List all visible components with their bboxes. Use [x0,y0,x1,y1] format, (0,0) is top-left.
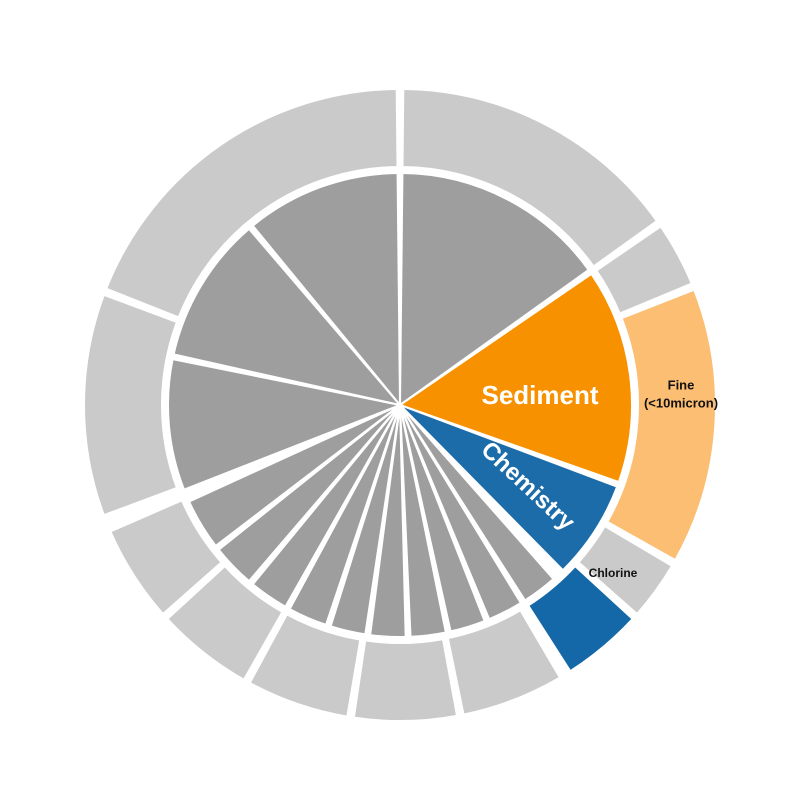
inner-segment[interactable] [288,404,401,627]
inner-segment[interactable] [167,357,404,491]
inner-segment[interactable] [217,404,401,583]
outer-segment[interactable] [248,613,362,718]
outer-chlorine[interactable] [526,564,635,673]
inner-segment[interactable] [398,172,591,407]
inner-segment[interactable] [399,404,555,602]
inner-segment[interactable] [368,404,407,638]
inner-segment[interactable] [251,172,402,408]
inner-chemistry[interactable] [399,404,619,572]
sediment-label: Sediment [481,380,598,410]
inner-segment[interactable] [187,404,401,548]
outer-segment[interactable] [104,88,399,319]
outer-segment[interactable] [352,637,459,722]
inner-segment[interactable] [329,404,401,636]
inner-segment[interactable] [399,404,448,638]
outer-segment[interactable] [165,564,284,682]
inner-segment[interactable] [399,404,523,621]
inner-sediment[interactable] [397,272,633,484]
outer-segment[interactable] [594,225,694,315]
outer-segment[interactable] [401,88,659,268]
fine-label-line1: Fine [668,377,695,392]
inner-ring-segments [167,172,633,638]
outer-segment[interactable] [446,608,562,716]
outer-segment[interactable] [577,524,674,616]
inner-segment[interactable] [251,404,401,609]
outer-ring-segments [83,88,718,722]
chlorine-label: Chlorine [589,566,638,580]
inner-segment[interactable] [172,227,403,407]
outer-fine[interactable] [605,288,718,562]
outer-segment[interactable] [83,293,179,517]
outer-segment[interactable] [109,498,223,616]
fine-label-line2: (<10micron) [644,395,718,410]
inner-segment[interactable] [399,404,486,633]
